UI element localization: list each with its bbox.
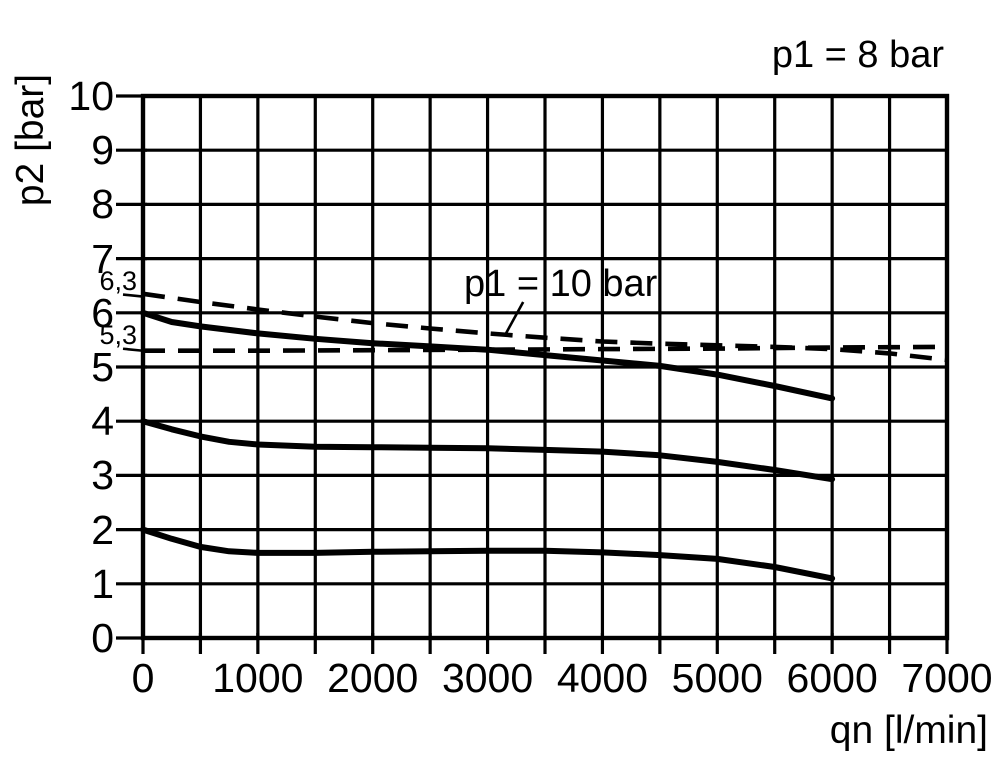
annotation-p1-8bar: p1 = 8 bar [771, 34, 944, 76]
x-tick-label: 4000 [556, 655, 649, 701]
y-tick-label: 4 [91, 398, 114, 445]
curve-p1-8bar-setting-4bar [140, 418, 836, 483]
y-tick-label: 0 [91, 615, 114, 661]
x-tick-label: 1000 [212, 655, 304, 701]
x-axis-title: qn [l/min] [829, 709, 988, 752]
y-tick-label: 5 [91, 344, 114, 390]
x-tick-label: 3000 [441, 655, 534, 701]
y-tick-label: 9 [91, 127, 114, 174]
x-tick-label: 0 [131, 655, 155, 701]
annotation-leader-line [503, 301, 525, 337]
y-tick-label: 2 [91, 506, 114, 553]
curve-p1-10bar-setting-5p3bar [143, 344, 948, 353]
y-tick-label: 3 [91, 452, 114, 499]
x-tick-label: 7000 [901, 655, 993, 701]
y-tick-label: 1 [91, 560, 114, 607]
y-tick-label: 6 [91, 289, 114, 336]
y-minor-tick-label: 6,3 [99, 265, 137, 296]
y-minor-tick-label: 5,3 [99, 319, 137, 350]
y-tick-label: 7 [91, 235, 114, 282]
x-tick-label: 6000 [786, 655, 878, 701]
y-tick-label: 8 [91, 181, 114, 228]
curve-p1-8bar-setting-2bar [140, 526, 836, 582]
x-tick-label: 5000 [671, 655, 763, 701]
x-tick-label: 2000 [327, 655, 419, 701]
y-tick-label: 10 [68, 73, 114, 119]
annotation-p1-10bar: p1 = 10 bar [464, 263, 658, 305]
